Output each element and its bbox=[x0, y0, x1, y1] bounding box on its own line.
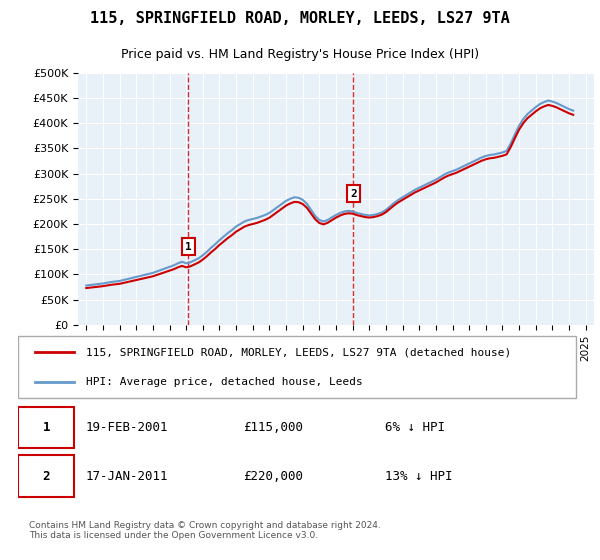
Text: £115,000: £115,000 bbox=[244, 421, 304, 434]
Text: Price paid vs. HM Land Registry's House Price Index (HPI): Price paid vs. HM Land Registry's House … bbox=[121, 48, 479, 61]
Text: 1: 1 bbox=[185, 242, 192, 252]
Text: 115, SPRINGFIELD ROAD, MORLEY, LEEDS, LS27 9TA: 115, SPRINGFIELD ROAD, MORLEY, LEEDS, LS… bbox=[90, 11, 510, 26]
Text: 1: 1 bbox=[43, 421, 50, 434]
FancyBboxPatch shape bbox=[18, 407, 74, 448]
Text: 2: 2 bbox=[350, 189, 357, 199]
Text: Contains HM Land Registry data © Crown copyright and database right 2024.
This d: Contains HM Land Registry data © Crown c… bbox=[29, 521, 381, 540]
Text: HPI: Average price, detached house, Leeds: HPI: Average price, detached house, Leed… bbox=[86, 376, 362, 386]
FancyBboxPatch shape bbox=[18, 336, 577, 398]
Text: 13% ↓ HPI: 13% ↓ HPI bbox=[385, 469, 452, 483]
Text: 115, SPRINGFIELD ROAD, MORLEY, LEEDS, LS27 9TA (detached house): 115, SPRINGFIELD ROAD, MORLEY, LEEDS, LS… bbox=[86, 347, 511, 357]
Text: 2: 2 bbox=[43, 469, 50, 483]
Text: 6% ↓ HPI: 6% ↓ HPI bbox=[385, 421, 445, 434]
Text: 19-FEB-2001: 19-FEB-2001 bbox=[86, 421, 168, 434]
Text: 17-JAN-2011: 17-JAN-2011 bbox=[86, 469, 168, 483]
FancyBboxPatch shape bbox=[18, 455, 74, 497]
Text: £220,000: £220,000 bbox=[244, 469, 304, 483]
